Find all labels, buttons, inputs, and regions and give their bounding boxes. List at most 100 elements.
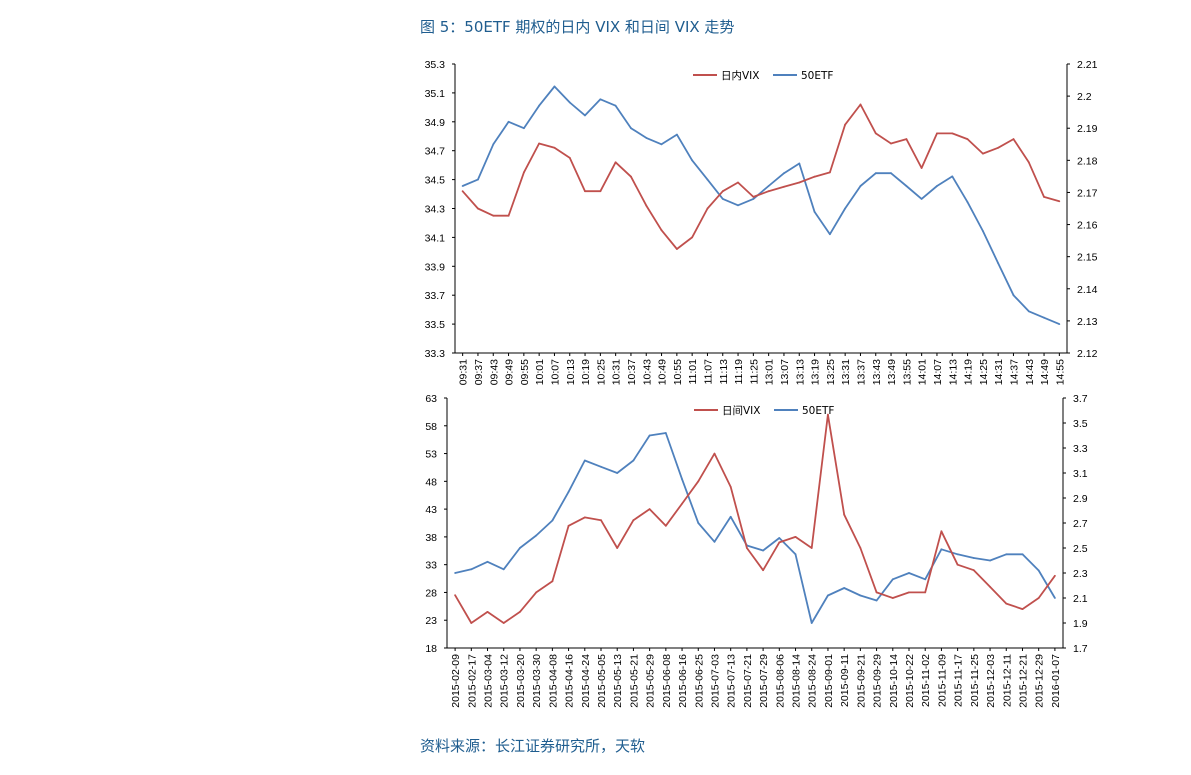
chart1-etf-point: [599, 98, 602, 101]
chart1-vix-point: [507, 214, 510, 217]
chart1-etf-point: [997, 262, 999, 264]
chart2-etf-point: [664, 432, 667, 434]
chart1-vix-point: [660, 229, 663, 232]
chart1-etf-point: [568, 101, 571, 104]
chart1-etf-line: [462, 85, 1060, 325]
chart2-x-tick-label: 2015-11-25: [969, 654, 981, 707]
chart1-right-tick-label: 2.17: [1077, 187, 1098, 199]
chart1-left-tick-label: 34.5: [425, 175, 446, 187]
chart2-etf-point: [486, 560, 489, 563]
chart2-vix-point: [956, 563, 959, 566]
chart1-x-tick-label: 09:31: [458, 359, 470, 385]
chart1-vix-point: [920, 167, 923, 169]
chart2-etf-point: [778, 537, 781, 539]
chart2-etf-point: [502, 568, 505, 571]
chart1-etf-point: [829, 233, 831, 236]
chart2-vix-point: [972, 569, 975, 572]
chart2-x-tick-label: 2015-11-09: [936, 654, 948, 707]
chart2-vix-point: [648, 508, 651, 510]
chart1-x-tick-label: 13:49: [886, 359, 898, 385]
chart2-x-tick-label: 2015-04-24: [580, 654, 592, 708]
chart1-x-tick-label: 11:13: [718, 359, 730, 385]
chart2-vix-point: [616, 547, 619, 549]
chart1-etf-point: [584, 114, 586, 117]
chart2-x-tick-label: 2015-08-24: [807, 654, 819, 708]
chart2-vix-point: [567, 524, 570, 527]
chart2-vix-point: [827, 413, 829, 416]
chart1-right-tick-label: 2.18: [1077, 155, 1098, 167]
chart1-etf-point: [951, 175, 954, 178]
chart1-etf-point: [844, 207, 846, 210]
chart1-right-tick-label: 2.14: [1077, 284, 1098, 296]
chart2-x-tick-label: 2015-12-29: [1034, 654, 1046, 708]
source-note: 资料来源：长江证券研究所，天软: [420, 737, 646, 755]
chart2-etf-point: [762, 549, 764, 552]
chart2-etf-point: [567, 490, 570, 493]
chart2-vix-point: [486, 611, 489, 613]
chart2-x-tick-label: 2016-01-07: [1050, 654, 1062, 708]
chart2-right-tick-label: 3.5: [1073, 418, 1088, 430]
chart1-etf-point: [507, 120, 510, 123]
chart1-vix-point: [905, 138, 908, 141]
chart2-x-tick-label: 2015-11-02: [920, 654, 932, 707]
chart1-x-tick-label: 11:25: [748, 359, 760, 385]
chart1-x-tick-label: 09:49: [504, 359, 516, 385]
chart1-vix-point: [461, 190, 464, 193]
chart1-etf-point: [1012, 294, 1015, 297]
chart2-x-tick-label: 2015-12-11: [1001, 654, 1013, 707]
chart2-legend-vix-label: 日间VIX: [722, 404, 760, 417]
chart2-vix-point: [502, 622, 505, 624]
chart2-x-tick-label: 2015-06-25: [693, 654, 705, 708]
chart2-left-tick-label: 43: [425, 504, 437, 516]
chart1-vix-point: [859, 103, 862, 106]
chart2-x-tick-label: 2015-09-21: [855, 654, 867, 708]
chart1-etf-point: [798, 162, 801, 165]
chart1-vix-point: [645, 204, 648, 207]
chart1-right-tick-label: 2.12: [1077, 348, 1098, 360]
chart2-vix-point: [778, 541, 781, 544]
chart1-etf-point: [721, 198, 724, 200]
chart1-x-tick-label: 13:19: [810, 359, 822, 385]
chart2-etf-point: [535, 534, 538, 537]
chart1-vix-point: [599, 190, 602, 193]
chart1-x-tick-label: 13:55: [901, 359, 913, 385]
chart2-vix-point: [600, 519, 602, 522]
chart1-etf-point: [645, 137, 648, 139]
chart2-x-tick-label: 2015-07-29: [758, 654, 770, 708]
chart2-x-tick-label: 2015-03-20: [515, 654, 527, 708]
chart2-x-tick-label: 2015-07-13: [726, 654, 738, 708]
chart1-etf-point: [813, 210, 816, 213]
chart2-x-tick-label: 2015-12-21: [1017, 654, 1029, 708]
chart1-etf-point: [538, 104, 540, 107]
chart1-x-tick-label: 09:43: [488, 359, 500, 385]
chart2-vix-point: [908, 591, 910, 594]
chart2-right-tick-label: 2.7: [1073, 518, 1088, 530]
chart2-x-tick-label: 2015-09-11: [839, 654, 851, 707]
chart1-x-tick-label: 13:01: [764, 359, 776, 385]
chart2-vix-point: [470, 622, 473, 624]
chart1-legend-vix-label: 日内VIX: [721, 69, 759, 82]
chart1-etf-point: [691, 159, 693, 162]
chart1-etf-point: [706, 178, 709, 181]
chart1-etf-point: [461, 185, 464, 187]
chart1-left-tick-label: 34.1: [425, 232, 446, 244]
chart1-x-tick-label: 13:31: [840, 359, 852, 385]
chart2-vix-point: [535, 591, 538, 594]
chart1-vix-point: [630, 175, 632, 178]
chart2-etf-point: [600, 465, 602, 468]
chart2-legend-etf-label: 50ETF: [802, 405, 834, 417]
chart2-etf-line: [454, 432, 1056, 624]
chart1-x-tick-label: 10:55: [672, 359, 684, 385]
chart1-etf-point: [660, 143, 663, 146]
chart1-x-tick-label: 09:55: [519, 359, 531, 385]
chart2-right-tick-label: 3.1: [1073, 468, 1088, 480]
chart2-x-tick-label: 2015-05-13: [612, 654, 624, 708]
chart2-etf-point: [551, 519, 554, 522]
chart2-vix-point: [1054, 574, 1056, 577]
chart1-x-tick-label: 13:25: [825, 359, 837, 385]
chart2-left-tick-label: 48: [425, 476, 437, 488]
chart2-x-tick-label: 2015-03-12: [499, 654, 511, 708]
chart1-x-tick-label: 14:25: [978, 359, 990, 385]
chart2-etf-point: [713, 540, 716, 543]
chart1-etf-point: [982, 230, 984, 232]
